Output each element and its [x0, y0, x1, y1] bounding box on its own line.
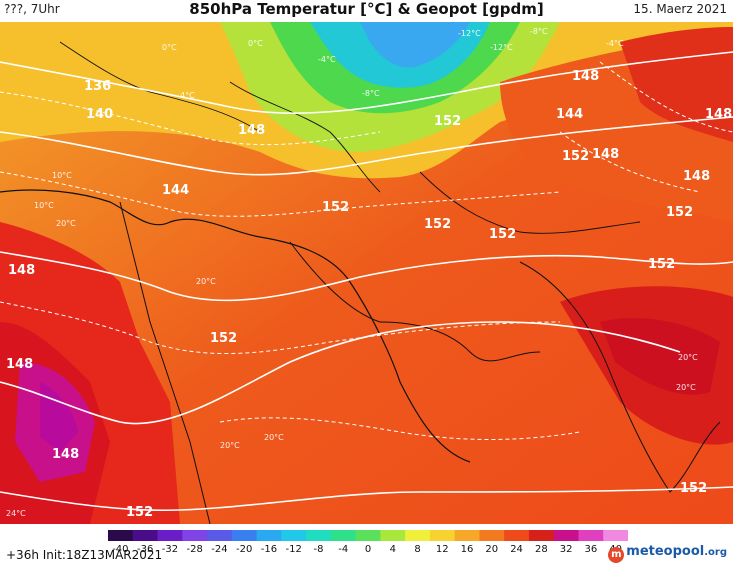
colorbar-segment — [231, 530, 258, 541]
meteopool-logo[interactable]: m meteopool.org — [608, 544, 727, 563]
colorbar-tick-label: 0 — [364, 544, 372, 555]
colorbar-segment — [553, 530, 579, 541]
temp-label: -4°C — [606, 39, 624, 48]
temp-label: -12°C — [458, 29, 481, 38]
valid-date-label: 15. Maerz 2021 — [633, 2, 727, 16]
colorbar-segment — [603, 530, 628, 541]
geopot-label: 148 — [238, 123, 265, 138]
colorbar-segment — [355, 530, 381, 541]
temp-label: 20°C — [676, 383, 696, 392]
temp-label: 20°C — [196, 277, 216, 286]
meteopool-logo-icon: m — [608, 547, 625, 563]
map-footer: -40 -36 -32 -28 -24 -20 -16 -12 -8 -4 0 4 8 12 16 20 24 2… — [0, 524, 733, 566]
colorbar-tick-label: 8 — [414, 544, 421, 555]
colorbar-tick-label: -4 — [338, 544, 349, 555]
geopot-label: 148 — [705, 107, 732, 122]
colorbar-tick-label: 16 — [460, 544, 474, 555]
colorbar-tick-label: 24 — [510, 544, 523, 555]
geopot-label: 152 — [562, 149, 589, 164]
colorbar-tick-label: -36 — [136, 544, 154, 555]
temp-label: 24°C — [6, 509, 26, 518]
temp-label: -4°C — [318, 55, 336, 64]
weather-map: 136 140 148 144 152 152 152 148 144 148 … — [0, 22, 733, 524]
colorbar-tick-label: 20 — [485, 544, 499, 555]
geopot-label: 152 — [489, 227, 516, 242]
colorbar-tick-label: -32 — [161, 544, 179, 555]
temp-label: 0°C — [248, 39, 263, 48]
colorbar-segment — [182, 530, 208, 541]
geopot-label: 144 — [556, 107, 583, 122]
colorbar-segment — [330, 530, 357, 541]
geopot-label: 140 — [86, 107, 113, 122]
colorbar-segment — [504, 530, 530, 541]
geopot-label: 152 — [666, 205, 693, 220]
temp-label: 10°C — [34, 201, 54, 210]
colorbar-segment — [281, 530, 307, 541]
colorbar-segment — [429, 530, 456, 541]
colorbar-tick-label: -24 — [211, 544, 228, 555]
geopot-label: 148 — [683, 169, 710, 184]
colorbar-segment — [256, 530, 282, 541]
colorbar-segment — [380, 530, 406, 541]
temperature-colorbar — [108, 530, 628, 541]
colorbar-tick-label: -16 — [260, 544, 278, 555]
geopot-label: 148 — [8, 263, 35, 278]
colorbar-segment — [405, 530, 431, 541]
temp-label: 4°C — [180, 91, 195, 100]
geopot-label: 148 — [592, 147, 619, 162]
colorbar-tick-label: 12 — [435, 544, 449, 555]
geopot-label: 152 — [648, 257, 675, 272]
temperature-field: 136 140 148 144 152 152 152 148 144 148 … — [0, 22, 733, 524]
colorbar-tick-label: -40 — [112, 544, 129, 555]
colorbar-segment — [207, 530, 233, 541]
map-title: 850hPa Temperatur [°C] & Geopot [gpdm] — [189, 0, 544, 18]
colorbar-segment — [132, 530, 159, 541]
colorbar-tick-label: -12 — [285, 544, 302, 555]
temp-label: 10°C — [52, 171, 72, 180]
temp-label: 20°C — [678, 353, 698, 362]
colorbar-segment — [479, 530, 505, 541]
colorbar-segment — [157, 530, 183, 541]
temp-label: 0°C — [162, 43, 177, 52]
geopot-label: 148 — [6, 357, 33, 372]
temp-label: 20°C — [56, 219, 76, 228]
geopot-label: 152 — [210, 331, 237, 346]
geopot-label: 148 — [572, 69, 599, 84]
geopot-label: 152 — [680, 481, 707, 496]
colorbar-segment — [528, 530, 555, 541]
temp-label: 20°C — [264, 433, 284, 442]
map-header: ???, 7Uhr 850hPa Temperatur [°C] & Geopo… — [0, 0, 733, 22]
temp-label: -12°C — [490, 43, 513, 52]
colorbar-segment — [578, 530, 604, 541]
colorbar-segment — [454, 530, 480, 541]
colorbar-tick-label: -28 — [186, 544, 203, 555]
temp-label: -8°C — [530, 27, 548, 36]
colorbar-tick-label: 36 — [584, 544, 598, 555]
logo-suffix: .org — [704, 547, 727, 558]
geopot-label: 152 — [424, 217, 451, 232]
geopot-label: 148 — [52, 447, 79, 462]
temp-label: 20°C — [220, 441, 240, 450]
colorbar-tick-label: -8 — [313, 544, 324, 555]
geopot-label: 152 — [126, 505, 153, 520]
geopot-label: 136 — [84, 79, 111, 94]
colorbar-tick-label: 32 — [559, 544, 573, 555]
colorbar-tick-label: 4 — [389, 544, 396, 555]
geopot-label: 152 — [322, 200, 349, 215]
init-time-label: +36h Init:18Z13MAR2021 — [6, 548, 163, 562]
colorbar-tick-label: 28 — [534, 544, 548, 555]
colorbar-segment — [306, 530, 332, 541]
logo-text: meteopool — [626, 544, 705, 559]
geopot-label: 152 — [434, 114, 461, 129]
colorbar-segment — [108, 530, 134, 541]
geopot-label: 144 — [162, 183, 189, 198]
colorbar-tick-label: -20 — [236, 544, 253, 555]
valid-time-label: ???, 7Uhr — [4, 2, 60, 16]
temp-label: -8°C — [362, 89, 380, 98]
